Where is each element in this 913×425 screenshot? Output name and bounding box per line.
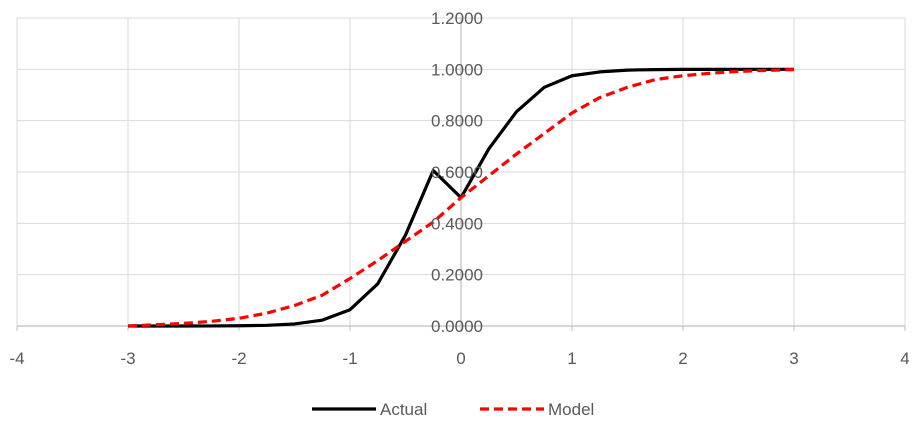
x-tick-label: 0 (456, 349, 465, 368)
x-tick-label: -2 (231, 349, 246, 368)
y-tick-label: 1.0000 (431, 60, 483, 79)
x-tick-label: 4 (900, 349, 909, 368)
y-tick-label: 0.2000 (431, 266, 483, 285)
legend: Actual Model (312, 400, 594, 419)
x-tick-label: -4 (9, 349, 24, 368)
y-tick-label: 1.2000 (431, 9, 483, 28)
x-tick-label: -1 (342, 349, 357, 368)
x-tick-label: 2 (678, 349, 687, 368)
series-group (127, 67, 795, 328)
tick-labels: -4 -3 -2 -1 0 1 2 3 4 0.0000 0.2000 0.4000 0.6000 0.8… (9, 9, 909, 368)
x-tick-label: -3 (120, 349, 135, 368)
y-tick-label: 0.4000 (431, 214, 483, 233)
x-tick-label: 1 (567, 349, 576, 368)
y-tick-label: 0.6000 (431, 163, 483, 182)
y-tick-label: 0.8000 (431, 112, 483, 131)
y-tick-label: 0.0000 (431, 317, 483, 336)
x-tick-label: 3 (789, 349, 798, 368)
legend-label-model: Model (548, 400, 594, 419)
legend-label-actual: Actual (380, 400, 427, 419)
